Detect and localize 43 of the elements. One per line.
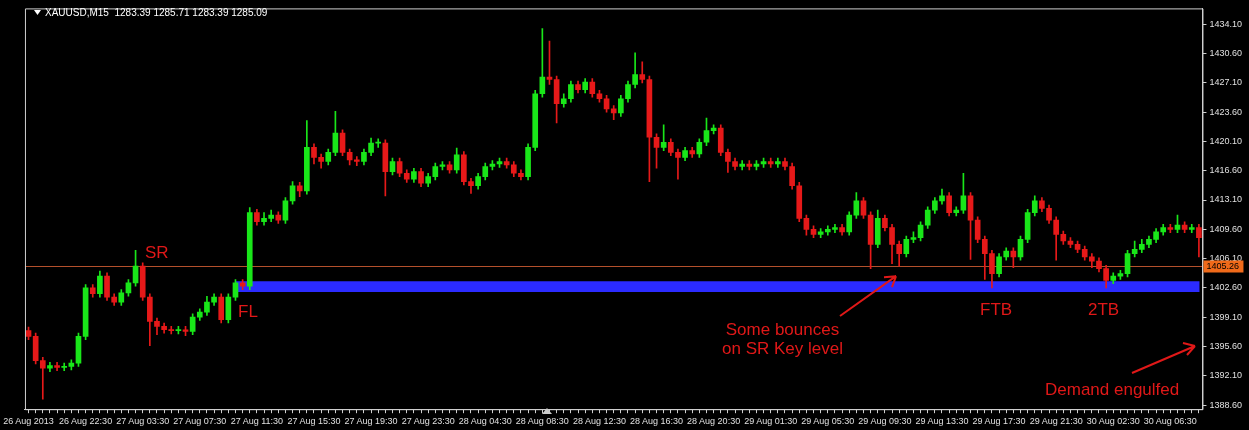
x-tick-label: 27 Aug 03:30 bbox=[116, 416, 170, 427]
y-tick-label: 1392.10 bbox=[1209, 370, 1243, 381]
x-tick-label: 29 Aug 09:30 bbox=[858, 416, 912, 427]
candlestick bbox=[39, 356, 46, 400]
y-tick-label: 1423.60 bbox=[1209, 106, 1243, 117]
y-tick-label: 1416.60 bbox=[1209, 165, 1243, 176]
y-tick-label: 1427.10 bbox=[1209, 77, 1243, 88]
ref-line-label: SR bbox=[144, 242, 169, 262]
chart-title: XAUUSD,M15 1283.39 1285.71 1283.39 1285.09 bbox=[45, 7, 268, 18]
x-tick-label: 28 Aug 08:30 bbox=[515, 416, 569, 427]
y-tick-label: 1388.60 bbox=[1209, 399, 1243, 410]
x-tick-label: 29 Aug 01:30 bbox=[744, 416, 798, 427]
y-tick-label: 1409.60 bbox=[1209, 223, 1243, 234]
y-tick-label: 1402.60 bbox=[1209, 282, 1243, 293]
x-tick-label: 28 Aug 12:30 bbox=[572, 416, 626, 427]
y-tick-label: 1395.60 bbox=[1209, 340, 1243, 351]
x-tick-label: 27 Aug 07:30 bbox=[173, 416, 227, 427]
x-tick-label: 26 Aug 22:30 bbox=[59, 416, 113, 427]
x-tick-label: 27 Aug 11:30 bbox=[230, 416, 284, 427]
candlestick bbox=[353, 156, 360, 167]
annotation: FL bbox=[238, 302, 258, 321]
x-tick-label: 29 Aug 21:30 bbox=[1029, 416, 1083, 427]
x-tick-label: 29 Aug 13:30 bbox=[915, 416, 969, 427]
x-tick-label: 26 Aug 2013 bbox=[3, 416, 54, 427]
annotation: 2TB bbox=[1088, 300, 1120, 319]
x-tick-label: 30 Aug 02:30 bbox=[1086, 416, 1140, 427]
x-tick-label: 27 Aug 23:30 bbox=[401, 416, 455, 427]
y-tick-label: 1430.60 bbox=[1209, 48, 1243, 59]
y-tick-label: 1434.10 bbox=[1209, 18, 1243, 29]
x-tick-label: 29 Aug 05:30 bbox=[801, 416, 855, 427]
x-tick-label: 28 Aug 04:30 bbox=[458, 416, 512, 427]
annotation: Demand engulfed bbox=[1045, 380, 1180, 399]
annotation: Some bounces on SR Key level bbox=[722, 320, 843, 358]
x-tick-label: 27 Aug 19:30 bbox=[344, 416, 398, 427]
annotation: FTB bbox=[980, 300, 1013, 319]
y-tick-label: 1413.10 bbox=[1209, 194, 1243, 205]
x-tick-label: 27 Aug 15:30 bbox=[287, 416, 341, 427]
x-tick-label: 30 Aug 06:30 bbox=[1143, 416, 1197, 427]
y-tick-label: 1420.10 bbox=[1209, 135, 1243, 146]
x-tick-label: 28 Aug 16:30 bbox=[630, 416, 684, 427]
x-tick-label: 29 Aug 17:30 bbox=[972, 416, 1026, 427]
y-tick-label: 1399.10 bbox=[1209, 311, 1243, 322]
x-tick-label: 28 Aug 20:30 bbox=[687, 416, 741, 427]
